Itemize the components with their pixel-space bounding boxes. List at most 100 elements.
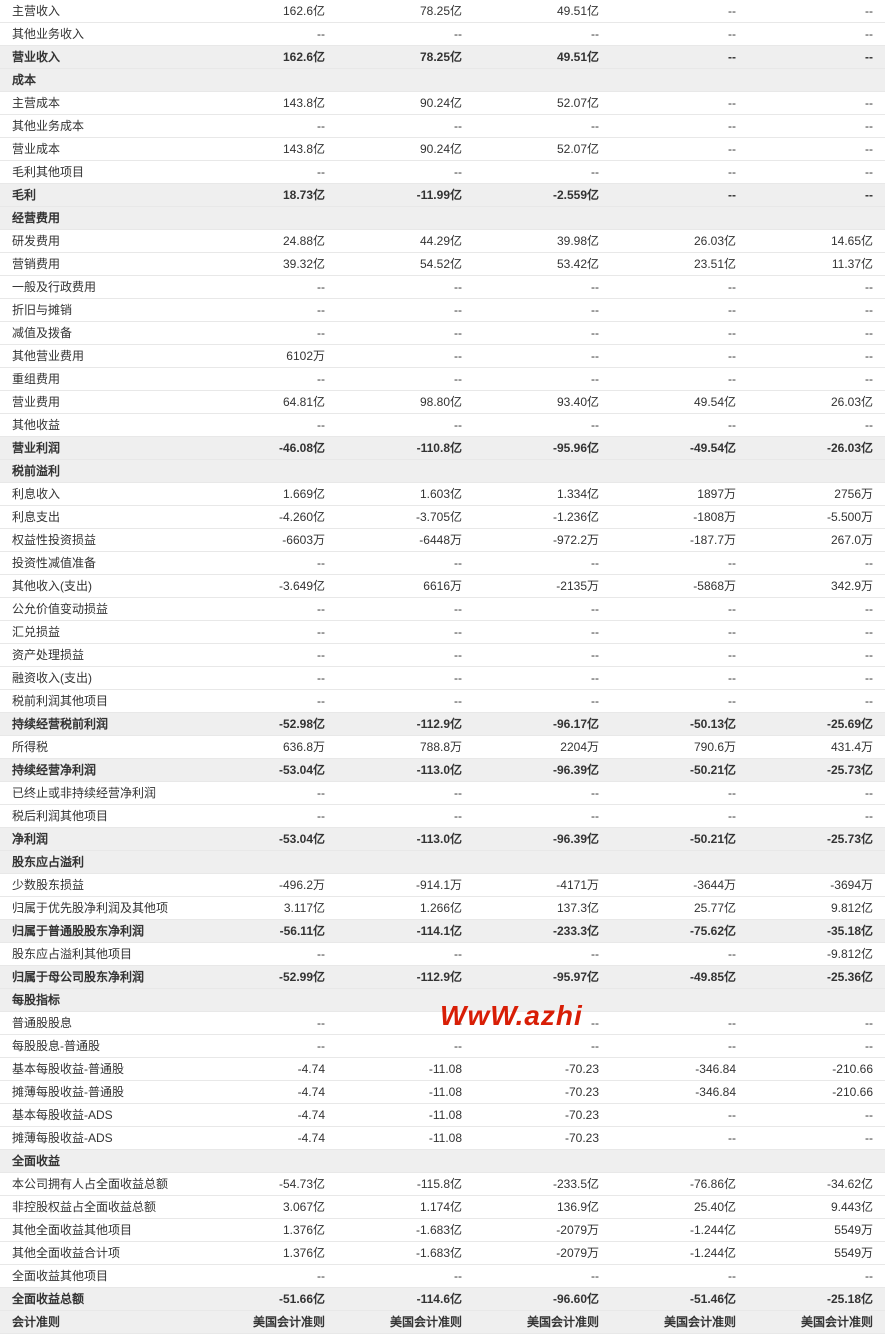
cell-value: 2204万 bbox=[474, 736, 611, 759]
row-label: 其他业务收入 bbox=[0, 23, 200, 46]
row-label: 会计准则 bbox=[0, 1311, 200, 1334]
cell-value: 25.40亿 bbox=[611, 1196, 748, 1219]
cell-value: -- bbox=[611, 184, 748, 207]
financial-table: 主营收入162.6亿78.25亿49.51亿----其他业务收入--------… bbox=[0, 0, 885, 1334]
row-label: 普通股股息 bbox=[0, 1012, 200, 1035]
row-label: 税前溢利 bbox=[0, 460, 200, 483]
row-label: 基本每股收益-普通股 bbox=[0, 1058, 200, 1081]
cell-value: -3694万 bbox=[748, 874, 885, 897]
cell-value: -- bbox=[611, 644, 748, 667]
row-label: 持续经营净利润 bbox=[0, 759, 200, 782]
row-label: 持续经营税前利润 bbox=[0, 713, 200, 736]
cell-value: -25.18亿 bbox=[748, 1288, 885, 1311]
cell-value: -- bbox=[337, 368, 474, 391]
cell-value: -- bbox=[611, 322, 748, 345]
cell-value: -233.5亿 bbox=[474, 1173, 611, 1196]
table-row: 其他收入(支出)-3.649亿6616万-2135万-5868万342.9万 bbox=[0, 575, 885, 598]
cell-value: -- bbox=[611, 0, 748, 23]
cell-value: -49.54亿 bbox=[611, 437, 748, 460]
cell-value: -- bbox=[748, 299, 885, 322]
cell-value: 49.51亿 bbox=[474, 0, 611, 23]
cell-value: 14.65亿 bbox=[748, 230, 885, 253]
row-label: 每股指标 bbox=[0, 989, 200, 1012]
table-row: 税前利润其他项目---------- bbox=[0, 690, 885, 713]
cell-value: -- bbox=[748, 1104, 885, 1127]
cell-value: -- bbox=[337, 782, 474, 805]
cell-value: -11.99亿 bbox=[337, 184, 474, 207]
cell-value: -1.236亿 bbox=[474, 506, 611, 529]
cell-value: -- bbox=[748, 782, 885, 805]
row-label: 非控股权益占全面收益总额 bbox=[0, 1196, 200, 1219]
cell-value: 143.8亿 bbox=[200, 138, 337, 161]
row-label: 全面收益 bbox=[0, 1150, 200, 1173]
cell-value: -- bbox=[337, 667, 474, 690]
cell-value: 39.32亿 bbox=[200, 253, 337, 276]
row-label: 每股股息-普通股 bbox=[0, 1035, 200, 1058]
cell-value: -- bbox=[200, 161, 337, 184]
table-row: 重组费用---------- bbox=[0, 368, 885, 391]
cell-value: -- bbox=[337, 552, 474, 575]
cell-value: -- bbox=[748, 161, 885, 184]
cell-value bbox=[337, 69, 474, 92]
row-label: 全面收益其他项目 bbox=[0, 1265, 200, 1288]
cell-value: 25.77亿 bbox=[611, 897, 748, 920]
cell-value: -4.260亿 bbox=[200, 506, 337, 529]
cell-value: -25.73亿 bbox=[748, 759, 885, 782]
cell-value: -- bbox=[748, 667, 885, 690]
cell-value: -11.08 bbox=[337, 1127, 474, 1150]
cell-value: 26.03亿 bbox=[748, 391, 885, 414]
cell-value bbox=[474, 851, 611, 874]
cell-value bbox=[474, 207, 611, 230]
cell-value: -- bbox=[748, 1127, 885, 1150]
row-label: 其他全面收益合计项 bbox=[0, 1242, 200, 1265]
table-row: 其他业务收入---------- bbox=[0, 23, 885, 46]
cell-value: -- bbox=[200, 1012, 337, 1035]
cell-value: -- bbox=[748, 414, 885, 437]
cell-value: -- bbox=[474, 782, 611, 805]
row-label: 融资收入(支出) bbox=[0, 667, 200, 690]
cell-value bbox=[474, 1150, 611, 1173]
cell-value: -- bbox=[337, 621, 474, 644]
cell-value: 5549万 bbox=[748, 1219, 885, 1242]
row-label: 重组费用 bbox=[0, 368, 200, 391]
cell-value: -- bbox=[748, 46, 885, 69]
cell-value: -- bbox=[748, 115, 885, 138]
cell-value bbox=[200, 207, 337, 230]
cell-value bbox=[474, 69, 611, 92]
cell-value: -25.36亿 bbox=[748, 966, 885, 989]
cell-value: -25.73亿 bbox=[748, 828, 885, 851]
row-label: 主营成本 bbox=[0, 92, 200, 115]
cell-value: -- bbox=[748, 1035, 885, 1058]
cell-value: -210.66 bbox=[748, 1058, 885, 1081]
table-row: 减值及拨备---------- bbox=[0, 322, 885, 345]
cell-value: -233.3亿 bbox=[474, 920, 611, 943]
cell-value: -- bbox=[748, 345, 885, 368]
row-label: 资产处理损益 bbox=[0, 644, 200, 667]
cell-value: -1.683亿 bbox=[337, 1242, 474, 1265]
row-label: 利息支出 bbox=[0, 506, 200, 529]
table-row: 摊薄每股收益-ADS-4.74-11.08-70.23---- bbox=[0, 1127, 885, 1150]
cell-value: 44.29亿 bbox=[337, 230, 474, 253]
table-row: 经营费用 bbox=[0, 207, 885, 230]
table-row: 主营成本143.8亿90.24亿52.07亿---- bbox=[0, 92, 885, 115]
table-row: 全面收益其他项目---------- bbox=[0, 1265, 885, 1288]
cell-value: 64.81亿 bbox=[200, 391, 337, 414]
row-label: 投资性减值准备 bbox=[0, 552, 200, 575]
table-row: 基本每股收益-ADS-4.74-11.08-70.23---- bbox=[0, 1104, 885, 1127]
cell-value: -- bbox=[474, 1265, 611, 1288]
cell-value: -- bbox=[200, 621, 337, 644]
cell-value bbox=[337, 460, 474, 483]
cell-value: -- bbox=[748, 805, 885, 828]
cell-value: -- bbox=[474, 115, 611, 138]
cell-value: -96.39亿 bbox=[474, 759, 611, 782]
table-row: 股东应占溢利 bbox=[0, 851, 885, 874]
table-row: 持续经营净利润-53.04亿-113.0亿-96.39亿-50.21亿-25.7… bbox=[0, 759, 885, 782]
cell-value: -- bbox=[611, 782, 748, 805]
cell-value: -- bbox=[337, 1035, 474, 1058]
row-label: 研发费用 bbox=[0, 230, 200, 253]
cell-value: -76.86亿 bbox=[611, 1173, 748, 1196]
cell-value: -52.98亿 bbox=[200, 713, 337, 736]
cell-value: 1.174亿 bbox=[337, 1196, 474, 1219]
table-row: 所得税636.8万788.8万2204万790.6万431.4万 bbox=[0, 736, 885, 759]
cell-value: 26.03亿 bbox=[611, 230, 748, 253]
